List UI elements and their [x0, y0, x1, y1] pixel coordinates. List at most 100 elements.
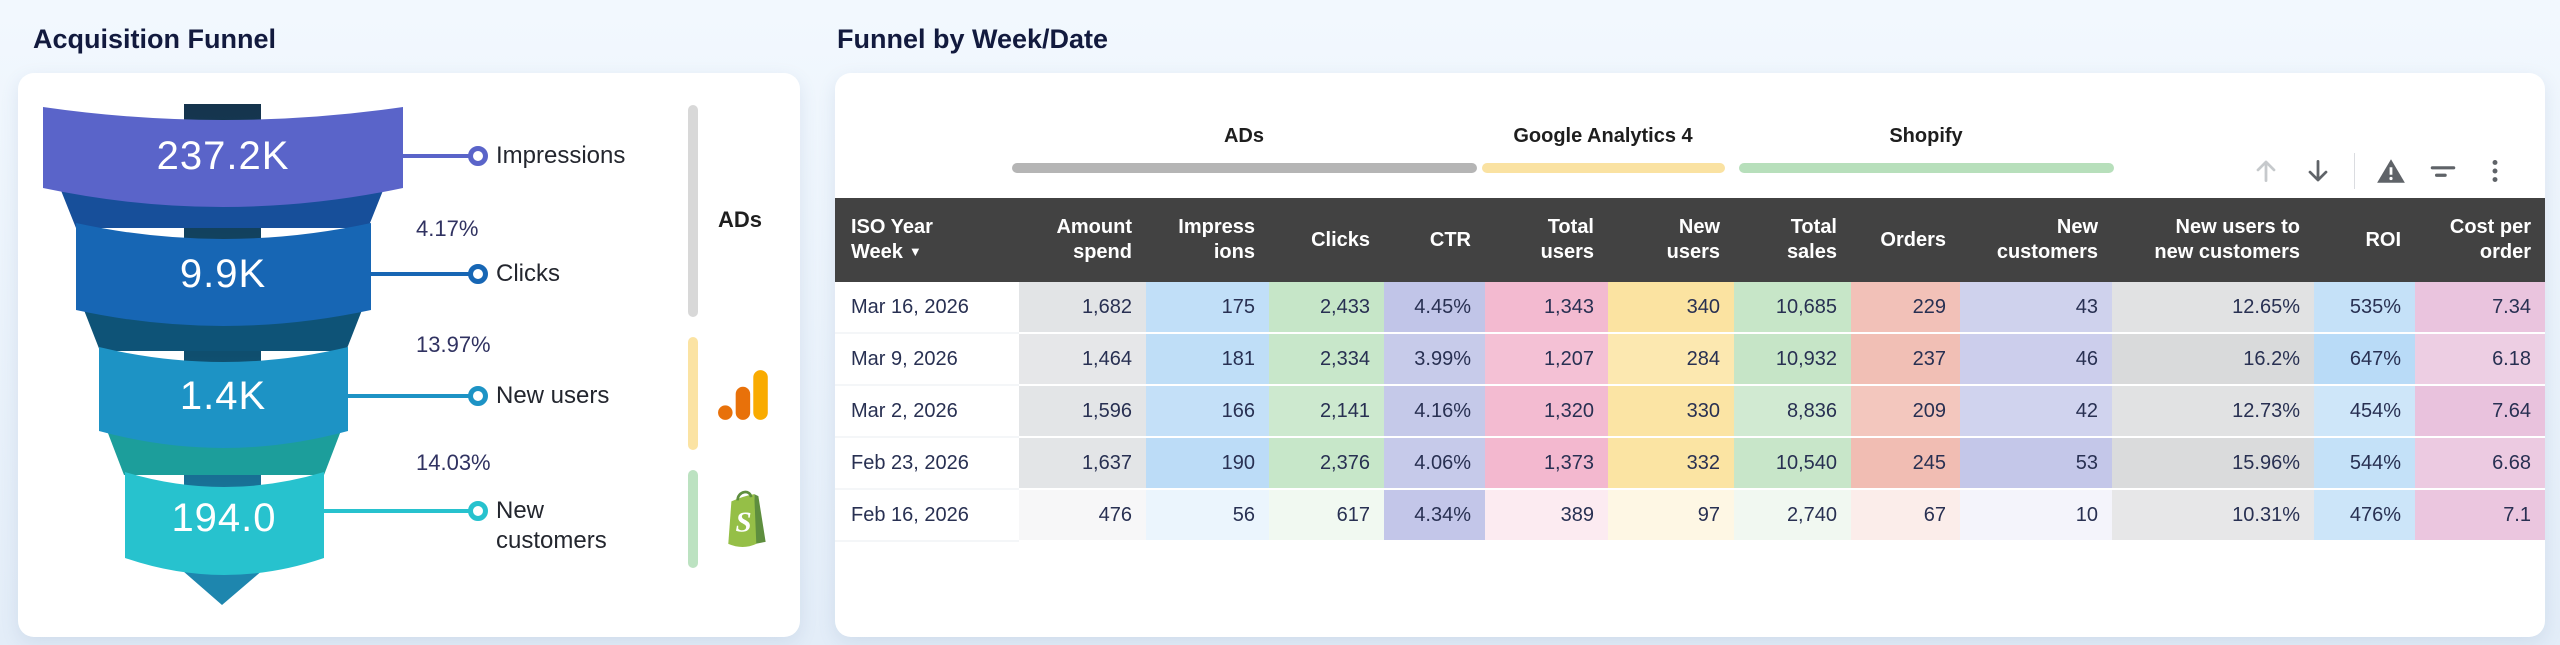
- table-cell: 4.45%: [1384, 282, 1485, 334]
- toolbar-divider: [2354, 153, 2355, 189]
- table-cell: 10: [1960, 489, 2112, 542]
- rail-bar-ads: [688, 105, 698, 317]
- funnel-by-week-panel: ADs Google Analytics 4 Shopify ISO Year W…: [835, 73, 2545, 637]
- table-cell: 340: [1608, 282, 1734, 334]
- scroll-down-icon[interactable]: [2302, 155, 2334, 187]
- data-warning-icon[interactable]: [2375, 155, 2407, 187]
- table-cell: 6.68: [2415, 437, 2545, 490]
- table-cell-date: Mar 16, 2026: [835, 282, 1019, 334]
- column-group-bar-ads: [1012, 163, 1477, 173]
- table-cell-date: Feb 23, 2026: [835, 437, 1019, 490]
- table-cell: 4.34%: [1384, 489, 1485, 542]
- column-header-clicks[interactable]: Clicks: [1269, 198, 1384, 282]
- table-panel-title: Funnel by Week/Date: [837, 24, 1109, 54]
- column-header-iso-year-week[interactable]: ISO Year Week ▼: [835, 198, 1019, 282]
- table-cell: 476: [1019, 489, 1146, 542]
- table-cell: 46: [1960, 333, 2112, 386]
- table-cell-date: Mar 9, 2026: [835, 333, 1019, 386]
- table-cell: 43: [1960, 282, 2112, 334]
- acquisition-funnel-panel: 237.2K 9.9K 1.4K 194.0 4.17% 13.97% 14.0…: [18, 73, 800, 637]
- table-cell: 190: [1146, 437, 1269, 490]
- table-cell: 97: [1608, 489, 1734, 542]
- column-header-total-sales[interactable]: Total sales: [1734, 198, 1851, 282]
- funnel-band-impressions[interactable]: [43, 107, 403, 207]
- table-cell: 10,540: [1734, 437, 1851, 490]
- funnel-band-new-customers[interactable]: [125, 472, 324, 575]
- google-analytics-icon: [718, 370, 768, 420]
- rail-bar-shopify: [688, 470, 698, 568]
- table-cell-date: Mar 2, 2026: [835, 385, 1019, 438]
- table-cell-date: Feb 16, 2026: [835, 489, 1019, 542]
- column-header-impress-ions[interactable]: Impress ions: [1146, 198, 1269, 282]
- rail-label-ads: ADs: [718, 207, 763, 232]
- scroll-up-icon[interactable]: [2250, 155, 2282, 187]
- funnel-value-new-users: 1.4K: [179, 374, 267, 418]
- funnel-data-table: ISO Year Week ▼ Amount spend Impress ions Click…: [835, 198, 2545, 542]
- table-cell: 12.65%: [2112, 282, 2314, 334]
- table-cell: 1,637: [1019, 437, 1146, 490]
- funnel-band-new-users[interactable]: [99, 347, 348, 448]
- column-group-bar-ga4: [1482, 163, 1725, 173]
- table-cell: 647%: [2314, 333, 2415, 386]
- funnel-band-clicks[interactable]: [76, 223, 371, 326]
- shopify-icon: S: [728, 490, 766, 547]
- stage-label-new-customers: New customers: [496, 497, 607, 554]
- table-row: Feb 16, 2026 476 56 617 4.34% 389 97 2,740 67 10 1…: [835, 489, 2545, 542]
- sort-desc-icon: ▼: [908, 243, 922, 259]
- table-cell: 237: [1851, 333, 1960, 386]
- table-cell: 16.2%: [2112, 333, 2314, 386]
- table-toolbar: [2250, 151, 2511, 191]
- table-cell: 7.1: [2415, 489, 2545, 542]
- funnel-chart: [43, 104, 488, 605]
- table-cell: 10,932: [1734, 333, 1851, 386]
- column-group-label-ga4: Google Analytics 4: [1513, 125, 1693, 147]
- table-cell: 2,376: [1269, 437, 1384, 490]
- column-group-bar-shopify: [1739, 163, 2114, 173]
- table-cell: 2,334: [1269, 333, 1384, 386]
- table-cell: 1,343: [1485, 282, 1608, 334]
- funnel-value-clicks: 9.9K: [179, 252, 267, 296]
- table-cell: 56: [1146, 489, 1269, 542]
- column-header-total-users[interactable]: Total users: [1485, 198, 1608, 282]
- table-cell: 42: [1960, 385, 2112, 438]
- stage-label-clicks: Clicks: [496, 260, 560, 287]
- conversion-new-users-to-new-customers: 14.03%: [416, 450, 491, 475]
- column-header-orders[interactable]: Orders: [1851, 198, 1960, 282]
- rail-bar-ga4: [688, 337, 698, 450]
- table-cell: 7.64: [2415, 385, 2545, 438]
- table-cell: 209: [1851, 385, 1960, 438]
- table-cell: 454%: [2314, 385, 2415, 438]
- column-header-amount-spend[interactable]: Amount spend: [1019, 198, 1146, 282]
- funnel-value-impressions: 237.2K: [156, 134, 290, 178]
- table-cell: 3.99%: [1384, 333, 1485, 386]
- column-header-new-customers[interactable]: New customers: [1960, 198, 2112, 282]
- table-cell: 166: [1146, 385, 1269, 438]
- funnel-value-new-customers: 194.0: [171, 496, 277, 540]
- table-cell: 10,685: [1734, 282, 1851, 334]
- column-group-label-shopify: Shopify: [1889, 125, 1963, 147]
- table-cell: 389: [1485, 489, 1608, 542]
- table-cell: 245: [1851, 437, 1960, 490]
- column-header-new-users-to-new-customers[interactable]: New users to new customers: [2112, 198, 2314, 282]
- table-cell: 4.06%: [1384, 437, 1485, 490]
- table-cell: 6.18: [2415, 333, 2545, 386]
- funnel-panel-title: Acquisition Funnel: [33, 24, 276, 54]
- column-header-cost-per-order[interactable]: Cost per order: [2415, 198, 2545, 282]
- conversion-impressions-to-clicks: 4.17%: [416, 216, 479, 241]
- table-cell: 229: [1851, 282, 1960, 334]
- more-options-icon[interactable]: [2479, 155, 2511, 187]
- table-cell: 535%: [2314, 282, 2415, 334]
- filter-icon[interactable]: [2427, 155, 2459, 187]
- table-cell: 12.73%: [2112, 385, 2314, 438]
- column-header-ctr[interactable]: CTR: [1384, 198, 1485, 282]
- stage-label-impressions: Impressions: [496, 142, 626, 169]
- table-row: Feb 23, 2026 1,637 190 2,376 4.06% 1,373 332 10…: [835, 437, 2545, 490]
- table-row: Mar 16, 2026 1,682 175 2,433 4.45% 1,343 340 10…: [835, 282, 2545, 334]
- table-row: Mar 2, 2026 1,596 166 2,141 4.16% 1,320 330 8,8…: [835, 385, 2545, 438]
- table-cell: 2,740: [1734, 489, 1851, 542]
- table-row: Mar 9, 2026 1,464 181 2,334 3.99% 1,207 284 10,…: [835, 333, 2545, 386]
- table-cell: 2,141: [1269, 385, 1384, 438]
- table-cell: 1,373: [1485, 437, 1608, 490]
- column-header-roi[interactable]: ROI: [2314, 198, 2415, 282]
- column-header-new-users[interactable]: New users: [1608, 198, 1734, 282]
